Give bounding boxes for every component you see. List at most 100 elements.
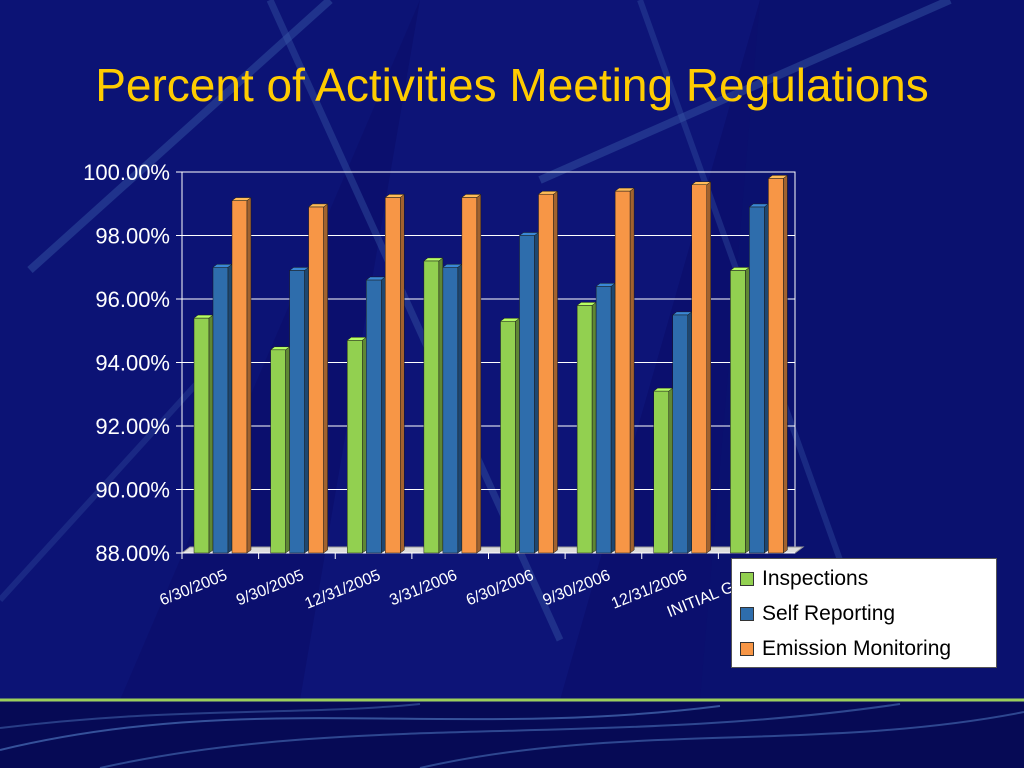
bar-front bbox=[423, 260, 440, 554]
bar-top bbox=[461, 194, 482, 198]
bar-side bbox=[668, 387, 673, 554]
bar-side bbox=[553, 190, 558, 554]
chart-legend: Inspections Self Reporting Emission Moni… bbox=[731, 558, 997, 668]
bar-side bbox=[438, 257, 444, 554]
bar-top bbox=[231, 197, 252, 201]
y-axis-tick-labels: 88.00% 90.00% 92.00% 94.00% 96.00% 98.00% 100.… bbox=[83, 160, 170, 566]
bar-front bbox=[653, 390, 669, 554]
legend-label: Inspections bbox=[762, 567, 869, 590]
y-tick-label: 88.00% bbox=[95, 541, 170, 566]
bar-self-reporting bbox=[518, 232, 540, 554]
bar-front bbox=[749, 206, 765, 554]
bar-side bbox=[246, 197, 252, 554]
y-tick-label: 100.00% bbox=[83, 160, 170, 185]
bar-side bbox=[457, 263, 463, 554]
bar-top bbox=[767, 175, 789, 179]
bar-self-reporting bbox=[748, 203, 770, 554]
y-tick-label: 94.00% bbox=[95, 351, 170, 376]
legend-label: Self Reporting bbox=[762, 602, 896, 625]
x-tick-label: 6/30/2006 bbox=[464, 567, 536, 609]
bar-front bbox=[461, 197, 478, 554]
legend-item-self-reporting: Self Reporting bbox=[740, 599, 895, 629]
x-tick-label: 3/31/2006 bbox=[387, 567, 459, 609]
bar-top bbox=[423, 257, 444, 262]
bar-side bbox=[629, 187, 635, 554]
y-tick-label: 98.00% bbox=[95, 224, 170, 249]
bar-inspections bbox=[423, 257, 444, 554]
bar-front bbox=[576, 305, 593, 554]
legend-label: Emission Monitoring bbox=[762, 637, 952, 660]
bar-inspections bbox=[653, 387, 674, 554]
legend-swatch-emission-monitoring bbox=[740, 642, 754, 656]
bar-front bbox=[519, 235, 535, 554]
bar-side bbox=[285, 346, 290, 554]
bar-front bbox=[366, 279, 382, 554]
bar-front bbox=[730, 270, 746, 554]
bar-front bbox=[270, 349, 286, 554]
x-tick-label: 9/30/2005 bbox=[234, 567, 306, 609]
bar-front bbox=[768, 178, 784, 554]
bar-side bbox=[515, 317, 520, 554]
bar-top bbox=[537, 190, 559, 195]
bar-side bbox=[591, 301, 597, 554]
bar-front bbox=[614, 190, 631, 554]
bar-front bbox=[289, 270, 305, 554]
bar-self-reporting bbox=[288, 266, 310, 554]
legend-swatch-inspections bbox=[740, 572, 754, 586]
bar-side bbox=[764, 203, 769, 554]
bar-side bbox=[227, 263, 233, 554]
bar-front bbox=[193, 317, 210, 554]
bar-self-reporting bbox=[365, 276, 386, 554]
page-title: Percent of Activities Meeting Regulation… bbox=[95, 59, 929, 111]
bar-side bbox=[534, 232, 539, 554]
bar-front bbox=[442, 267, 459, 554]
bar-side bbox=[476, 193, 482, 554]
y-tick-label: 90.00% bbox=[95, 478, 170, 503]
bar-top bbox=[614, 187, 635, 192]
legend-item-emission-monitoring: Emission Monitoring bbox=[740, 634, 951, 664]
bar-front bbox=[595, 286, 612, 554]
x-tick-label: 6/30/2005 bbox=[157, 567, 229, 609]
y-tick-label: 96.00% bbox=[95, 287, 170, 312]
bar-front bbox=[212, 267, 229, 554]
bar-inspections bbox=[346, 336, 367, 554]
bar-emission-monitoring bbox=[384, 193, 405, 554]
bar-inspections bbox=[729, 266, 751, 554]
bar-side bbox=[362, 336, 367, 554]
bar-inspections bbox=[269, 346, 291, 554]
bar-front bbox=[308, 206, 324, 554]
bar-top bbox=[307, 203, 329, 208]
bar-emission-monitoring bbox=[767, 174, 789, 554]
bar-side bbox=[304, 266, 309, 554]
bar-side bbox=[706, 181, 711, 554]
bar-top bbox=[384, 194, 405, 198]
bar-side bbox=[208, 314, 214, 554]
bar-side bbox=[381, 276, 386, 554]
bar-side bbox=[687, 311, 692, 554]
bar-self-reporting bbox=[672, 311, 693, 554]
bar-self-reporting bbox=[595, 282, 616, 554]
bar-inspections bbox=[193, 314, 214, 554]
bar-self-reporting bbox=[212, 263, 233, 554]
bar-front bbox=[231, 200, 248, 554]
bar-side bbox=[783, 174, 788, 554]
bar-emission-monitoring bbox=[307, 203, 329, 554]
bar-inspections bbox=[576, 301, 597, 554]
legend-item-inspections: Inspections bbox=[740, 564, 868, 594]
bar-emission-monitoring bbox=[537, 190, 559, 554]
bar-side bbox=[745, 266, 750, 554]
bar-front bbox=[500, 320, 516, 554]
bar-front bbox=[385, 197, 401, 554]
bar-side bbox=[610, 282, 616, 554]
bar-emission-monitoring bbox=[691, 181, 712, 554]
bar-emission-monitoring bbox=[614, 187, 635, 554]
x-tick-label: 12/31/2005 bbox=[302, 567, 383, 613]
bar-top bbox=[691, 181, 712, 185]
bar-front bbox=[347, 340, 363, 554]
chart-bars bbox=[193, 174, 789, 554]
x-tick-label: 9/30/2006 bbox=[541, 567, 613, 609]
bar-side bbox=[323, 203, 328, 554]
bar-emission-monitoring bbox=[461, 193, 482, 554]
